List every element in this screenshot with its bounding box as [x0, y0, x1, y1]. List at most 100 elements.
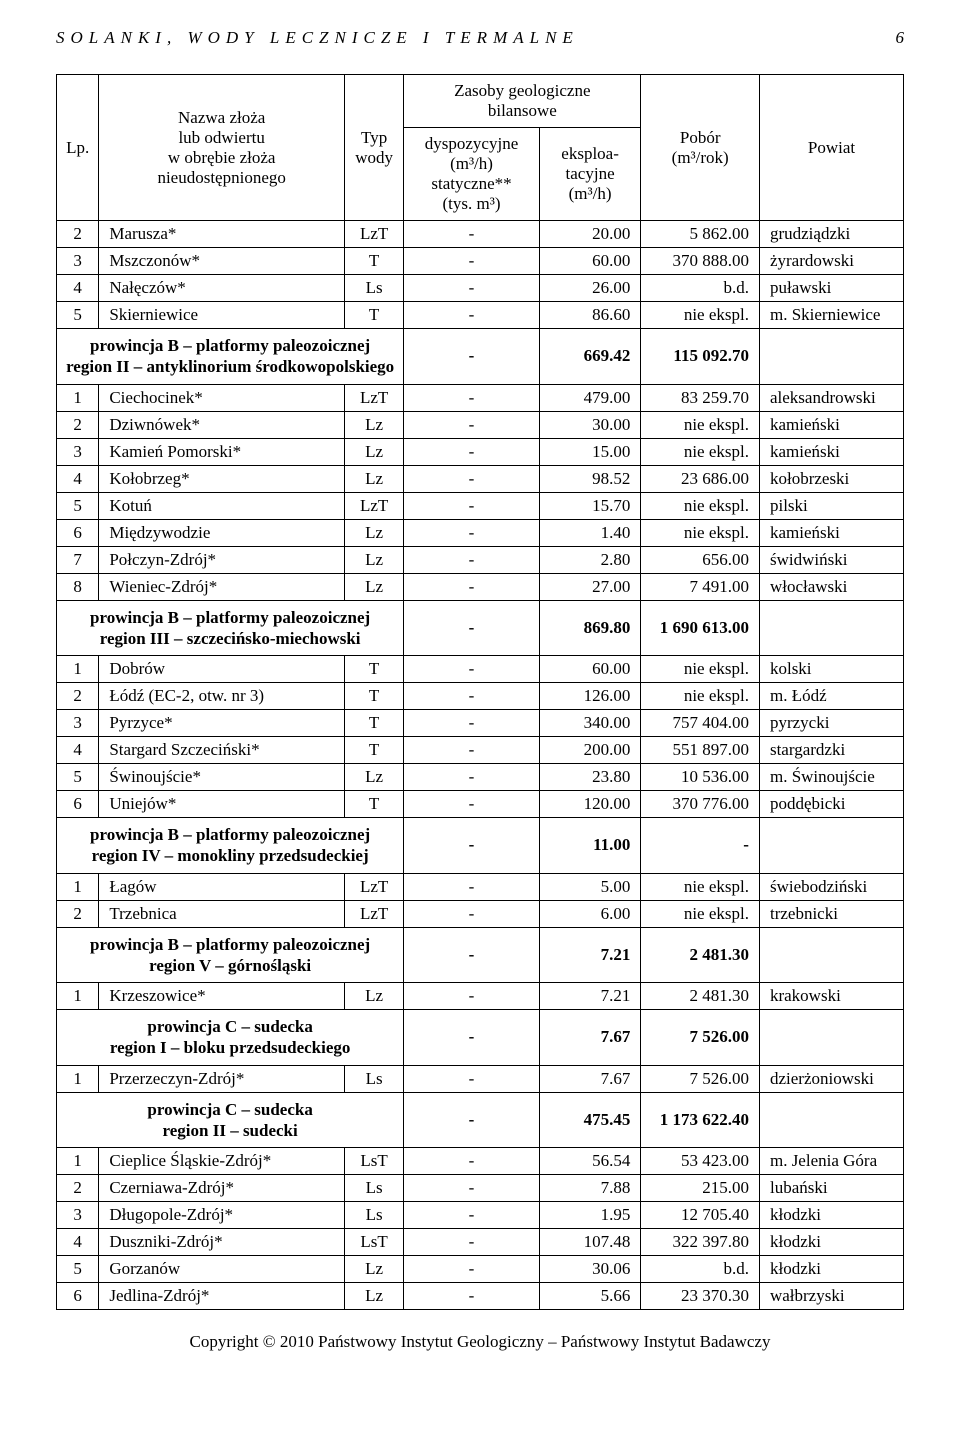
- cell-pow: świebodziński: [759, 873, 903, 900]
- section-row: prowincja B – platformy paleozoicznejreg…: [57, 818, 904, 874]
- cell-pob: 656.00: [641, 546, 760, 573]
- section-eks: 669.42: [539, 329, 641, 385]
- cell-dys: -: [404, 791, 540, 818]
- cell-pob: 5 862.00: [641, 221, 760, 248]
- cell-name: Kamień Pomorski*: [99, 438, 345, 465]
- cell-pob: 370 776.00: [641, 791, 760, 818]
- cell-lp: 2: [57, 1175, 99, 1202]
- cell-eks: 20.00: [539, 221, 641, 248]
- cell-lp: 5: [57, 764, 99, 791]
- cell-lp: 3: [57, 710, 99, 737]
- cell-typ: T: [344, 656, 403, 683]
- table-row: 2Czerniawa-Zdrój*Ls-7.88215.00lubański: [57, 1175, 904, 1202]
- cell-lp: 2: [57, 683, 99, 710]
- cell-pob: nie ekspl.: [641, 438, 760, 465]
- table-row: 4Duszniki-Zdrój*LsT-107.48322 397.80kłod…: [57, 1229, 904, 1256]
- cell-name: Świnoujście*: [99, 764, 345, 791]
- data-table: Lp. Nazwa złożalub odwiertuw obrębie zło…: [56, 74, 904, 1310]
- section-dys: -: [404, 1010, 540, 1066]
- cell-dys: -: [404, 900, 540, 927]
- table-row: 1Krzeszowice*Lz-7.212 481.30krakowski: [57, 983, 904, 1010]
- section-dys: -: [404, 329, 540, 385]
- cell-lp: 2: [57, 411, 99, 438]
- cell-typ: Lz: [344, 519, 403, 546]
- cell-dys: -: [404, 737, 540, 764]
- cell-name: Uniejów*: [99, 791, 345, 818]
- cell-eks: 2.80: [539, 546, 641, 573]
- section-eks: 475.45: [539, 1092, 641, 1148]
- cell-typ: T: [344, 683, 403, 710]
- section-pob: 1 173 622.40: [641, 1092, 760, 1148]
- cell-pob: 7 526.00: [641, 1065, 760, 1092]
- cell-pow: m. Świnoujście: [759, 764, 903, 791]
- cell-typ: LzT: [344, 873, 403, 900]
- cell-typ: Lz: [344, 411, 403, 438]
- cell-pob: nie ekspl.: [641, 656, 760, 683]
- cell-dys: -: [404, 1202, 540, 1229]
- cell-name: Ciechocinek*: [99, 384, 345, 411]
- cell-eks: 7.88: [539, 1175, 641, 1202]
- cell-eks: 1.95: [539, 1202, 641, 1229]
- th-eks: eksploa-tacyjne(m³/h): [539, 128, 641, 221]
- section-eks: 7.67: [539, 1010, 641, 1066]
- cell-pow: poddębicki: [759, 791, 903, 818]
- section-label: prowincja B – platformy paleozoicznejreg…: [57, 329, 404, 385]
- cell-dys: -: [404, 1256, 540, 1283]
- cell-lp: 1: [57, 873, 99, 900]
- table-row: 1Ciechocinek*LzT-479.0083 259.70aleksand…: [57, 384, 904, 411]
- cell-lp: 8: [57, 573, 99, 600]
- section-dys: -: [404, 600, 540, 656]
- cell-dys: -: [404, 1283, 540, 1310]
- table-row: 4Kołobrzeg*Lz-98.5223 686.00kołobrzeski: [57, 465, 904, 492]
- cell-name: Duszniki-Zdrój*: [99, 1229, 345, 1256]
- table-row: 3Mszczonów*T-60.00370 888.00żyrardowski: [57, 248, 904, 275]
- cell-eks: 5.66: [539, 1283, 641, 1310]
- cell-pow: kłodzki: [759, 1229, 903, 1256]
- cell-eks: 107.48: [539, 1229, 641, 1256]
- cell-name: Połczyn-Zdrój*: [99, 546, 345, 573]
- section-row: prowincja B – platformy paleozoicznejreg…: [57, 329, 904, 385]
- table-row: 5GorzanówLz-30.06b.d.kłodzki: [57, 1256, 904, 1283]
- cell-name: Przerzeczyn-Zdrój*: [99, 1065, 345, 1092]
- cell-eks: 5.00: [539, 873, 641, 900]
- cell-pow: kolski: [759, 656, 903, 683]
- section-eks: 7.21: [539, 927, 641, 983]
- cell-eks: 30.06: [539, 1256, 641, 1283]
- table-row: 3Pyrzyce*T-340.00757 404.00pyrzycki: [57, 710, 904, 737]
- cell-dys: -: [404, 411, 540, 438]
- cell-eks: 86.60: [539, 302, 641, 329]
- cell-eks: 23.80: [539, 764, 641, 791]
- table-row: 6Uniejów*T-120.00370 776.00poddębicki: [57, 791, 904, 818]
- cell-pow: m. Łódź: [759, 683, 903, 710]
- cell-pow: grudziądzki: [759, 221, 903, 248]
- cell-lp: 1: [57, 384, 99, 411]
- cell-typ: Lz: [344, 438, 403, 465]
- section-pow: [759, 927, 903, 983]
- section-pob: 1 690 613.00: [641, 600, 760, 656]
- cell-pow: krakowski: [759, 983, 903, 1010]
- cell-pow: kołobrzeski: [759, 465, 903, 492]
- cell-name: Gorzanów: [99, 1256, 345, 1283]
- table-row: 5Świnoujście*Lz-23.8010 536.00m. Świnouj…: [57, 764, 904, 791]
- section-pob: 2 481.30: [641, 927, 760, 983]
- cell-typ: LzT: [344, 221, 403, 248]
- cell-eks: 98.52: [539, 465, 641, 492]
- cell-lp: 6: [57, 519, 99, 546]
- cell-name: Kołobrzeg*: [99, 465, 345, 492]
- cell-typ: Lz: [344, 1256, 403, 1283]
- cell-lp: 1: [57, 1065, 99, 1092]
- cell-eks: 30.00: [539, 411, 641, 438]
- cell-lp: 3: [57, 1202, 99, 1229]
- cell-pob: 12 705.40: [641, 1202, 760, 1229]
- cell-pow: pyrzycki: [759, 710, 903, 737]
- cell-pob: 757 404.00: [641, 710, 760, 737]
- table-row: 3Kamień Pomorski*Lz-15.00nie ekspl.kamie…: [57, 438, 904, 465]
- cell-name: Cieplice Śląskie-Zdrój*: [99, 1148, 345, 1175]
- cell-lp: 1: [57, 656, 99, 683]
- table-row: 2Łódź (EC-2, otw. nr 3)T-126.00nie ekspl…: [57, 683, 904, 710]
- cell-dys: -: [404, 302, 540, 329]
- cell-eks: 1.40: [539, 519, 641, 546]
- cell-dys: -: [404, 1229, 540, 1256]
- cell-lp: 1: [57, 1148, 99, 1175]
- cell-name: Łódź (EC-2, otw. nr 3): [99, 683, 345, 710]
